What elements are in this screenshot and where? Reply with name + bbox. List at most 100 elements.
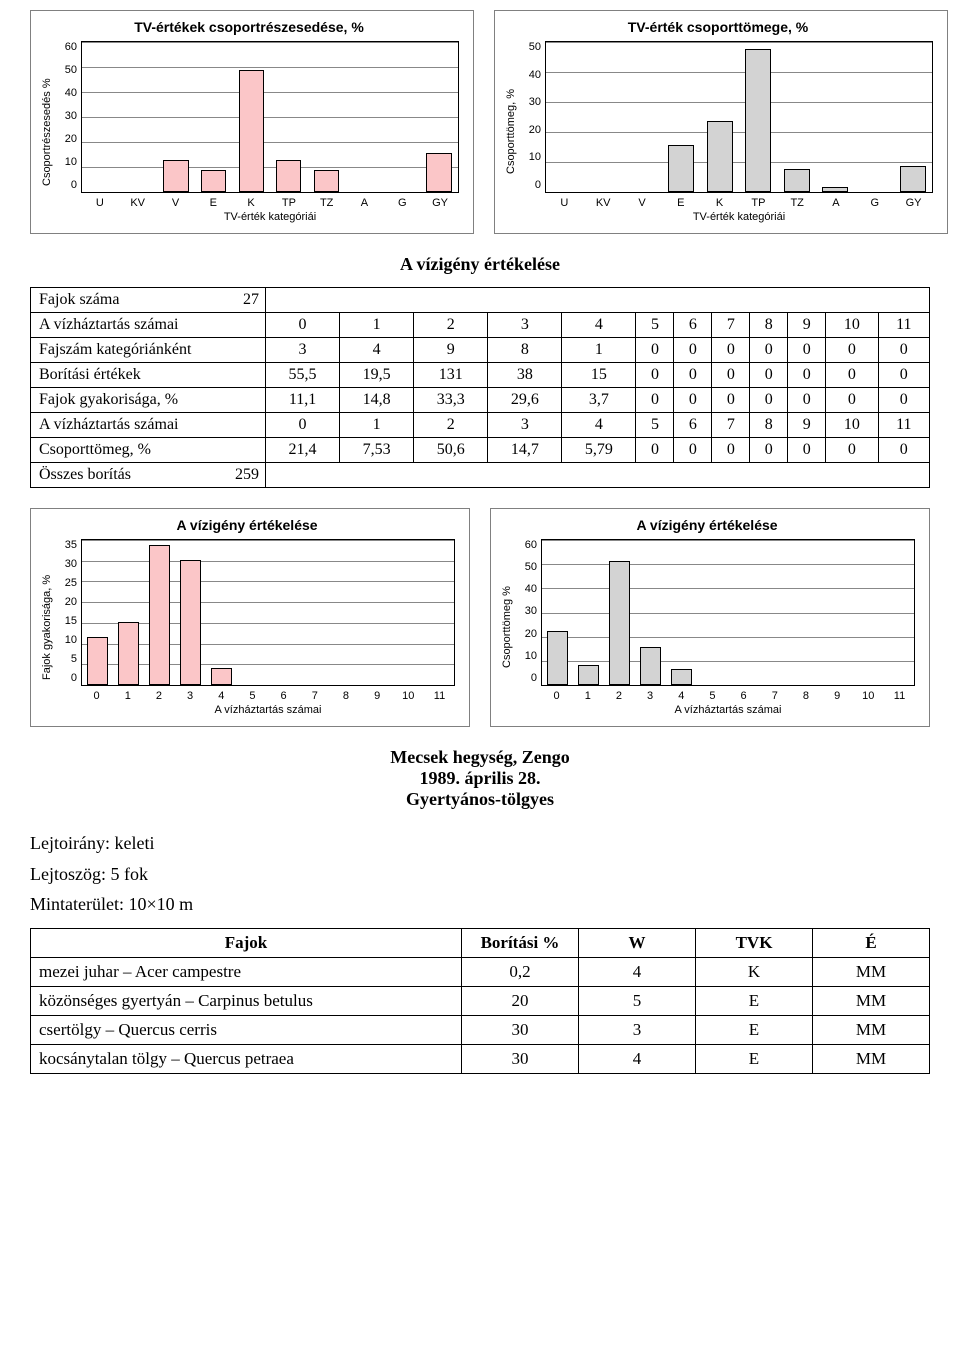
species-cell: 3: [579, 1015, 696, 1044]
chart-title: A vízigény értékelése: [499, 517, 915, 533]
plot-area: [545, 41, 933, 193]
table-cell: 8: [750, 413, 788, 438]
table-cell: 5: [636, 413, 674, 438]
species-cell: 4: [579, 957, 696, 986]
species-cell: közönséges gyertyán – Carpinus betulus: [31, 986, 462, 1015]
table-cell: 3: [488, 313, 562, 338]
table-cell: 0: [826, 363, 878, 388]
chart-tv-group-share: TV-értékek csoportrészesedése, % Csoport…: [30, 10, 474, 234]
bar: [668, 145, 694, 192]
bar: [900, 166, 926, 192]
x-axis-label: A vízháztartás számai: [541, 704, 915, 716]
table-cell: 5,79: [562, 438, 636, 463]
chart-title: A vízigény értékelése: [39, 517, 455, 533]
table-cell: 15: [562, 363, 636, 388]
species-cell: E: [696, 1015, 813, 1044]
table-cell: 21,4: [266, 438, 340, 463]
table-cell: 9: [788, 313, 826, 338]
bar: [784, 169, 810, 192]
table-cell: 0: [826, 438, 878, 463]
table-cell: 0: [674, 338, 712, 363]
table-cell: 0: [878, 438, 929, 463]
species-col-header: Fajok: [31, 928, 462, 957]
table-cell: 7: [712, 313, 750, 338]
heading-line2: 1989. április 28.: [30, 768, 930, 789]
table-cell: 7: [712, 413, 750, 438]
bar: [276, 160, 301, 192]
bar: [547, 631, 568, 685]
table-cell: 11: [878, 313, 929, 338]
bar: [239, 70, 264, 192]
row-label: Fajok gyakorisága, %: [31, 388, 266, 413]
slope: Lejtoszög: 5 fok: [30, 859, 930, 890]
x-axis-ticks: UKVVEKTPTZAGGY: [81, 197, 459, 209]
table-cell: 0: [674, 438, 712, 463]
table-cell: 0: [674, 388, 712, 413]
table1-title: A vízigény értékelése: [30, 254, 930, 275]
row-label: A vízháztartás számai: [31, 413, 266, 438]
x-axis-label: TV-érték kategóriái: [81, 211, 459, 223]
plot-area: [541, 539, 915, 686]
table-cell: 55,5: [266, 363, 340, 388]
species-cell: MM: [813, 1044, 930, 1073]
chart-tv-group-mass: TV-érték csoporttömege, % Csoporttömeg, …: [494, 10, 948, 234]
table-cell: 0: [750, 438, 788, 463]
water-demand-table: Fajok száma 27 A vízháztartás számai0123…: [30, 287, 930, 488]
table-cell: 0: [636, 438, 674, 463]
x-axis-label: A vízháztartás számai: [81, 704, 455, 716]
aspect: Lejtoirány: keleti: [30, 828, 930, 859]
table-cell: 0: [788, 363, 826, 388]
table-cell: 0: [712, 338, 750, 363]
table-cell: 0: [266, 313, 340, 338]
bar: [149, 545, 170, 685]
table-cell: 7,53: [340, 438, 414, 463]
species-col-header: W: [579, 928, 696, 957]
plot-area: [81, 539, 455, 686]
bar: [180, 560, 201, 685]
area: Mintaterület: 10×10 m: [30, 889, 930, 920]
heading-line3: Gyertyános-tölgyes: [30, 789, 930, 810]
bar: [640, 647, 661, 685]
row-label: Fajszám kategóriánként: [31, 338, 266, 363]
y-axis-label: Fajok gyakorisága, %: [39, 539, 55, 716]
species-col-header: TVK: [696, 928, 813, 957]
table-cell: 0: [636, 338, 674, 363]
species-cell: kocsánytalan tölgy – Quercus petraea: [31, 1044, 462, 1073]
table-cell: 131: [414, 363, 488, 388]
species-cell: 20: [462, 986, 579, 1015]
bar: [707, 121, 733, 192]
table-cell: 0: [750, 388, 788, 413]
table-cell: 14,8: [340, 388, 414, 413]
table-cell: 0: [636, 363, 674, 388]
species-cell: 0,2: [462, 957, 579, 986]
bar: [822, 187, 848, 192]
heading-line1: Mecsek hegység, Zengo: [30, 747, 930, 768]
species-cell: 4: [579, 1044, 696, 1073]
table-cell: 10: [826, 313, 878, 338]
table-cell: 14,7: [488, 438, 562, 463]
table-cell: 5: [636, 313, 674, 338]
table-cell: 33,3: [414, 388, 488, 413]
species-cell: 30: [462, 1015, 579, 1044]
chart-title: TV-érték csoporttömege, %: [503, 19, 933, 35]
x-axis-ticks: UKVVEKTPTZAGGY: [545, 197, 933, 209]
table-cell: 6: [674, 313, 712, 338]
y-axis-label: Csoporttömeg %: [499, 539, 515, 716]
y-axis-ticks: 50403020100: [519, 41, 545, 191]
table-cell: 29,6: [488, 388, 562, 413]
table-cell: 19,5: [340, 363, 414, 388]
table-cell: 50,6: [414, 438, 488, 463]
site-metadata: Lejtoirány: keleti Lejtoszög: 5 fok Mint…: [30, 828, 930, 920]
bar: [609, 561, 630, 685]
species-col-header: Borítási %: [462, 928, 579, 957]
table-cell: 8: [750, 313, 788, 338]
species-table: FajokBorítási %WTVKÉmezei juhar – Acer c…: [30, 928, 930, 1074]
table-cell: 0: [826, 388, 878, 413]
bar: [87, 637, 108, 685]
species-cell: MM: [813, 986, 930, 1015]
y-axis-ticks: 6050403020100: [515, 539, 541, 684]
table-cell: 0: [712, 363, 750, 388]
species-cell: csertölgy – Quercus cerris: [31, 1015, 462, 1044]
top-charts-row: TV-értékek csoportrészesedése, % Csoport…: [30, 10, 930, 234]
species-cell: K: [696, 957, 813, 986]
